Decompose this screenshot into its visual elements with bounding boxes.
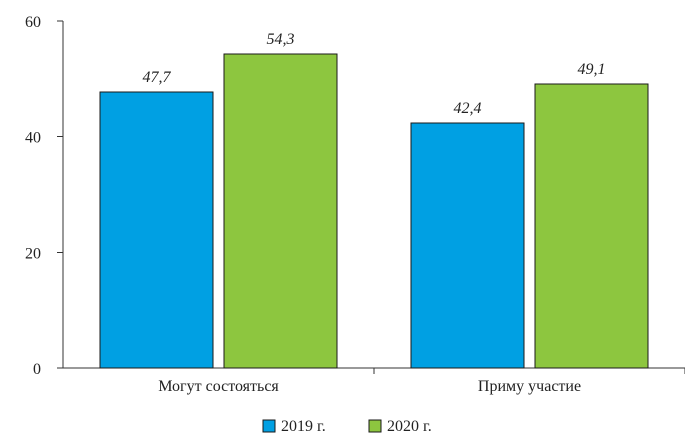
bar-series-1 bbox=[99, 91, 214, 369]
legend-swatch bbox=[262, 419, 276, 433]
bars bbox=[99, 53, 649, 369]
data-label: 54,3 bbox=[267, 31, 295, 48]
data-labels: 47,7 54,3 42,4 49,1 bbox=[143, 31, 606, 117]
legend-label: 2019 г. bbox=[281, 418, 326, 435]
y-axis: 0 20 40 60 bbox=[25, 14, 64, 378]
bar-series-1 bbox=[410, 122, 525, 369]
legend-swatch bbox=[368, 419, 382, 433]
x-tick-label: Могут состояться bbox=[158, 378, 279, 395]
y-tick-label: 60 bbox=[25, 14, 41, 31]
legend: 2019 г. 2020 г. bbox=[262, 418, 432, 435]
x-axis: Могут состояться Приму участие bbox=[63, 367, 685, 395]
data-label: 47,7 bbox=[143, 69, 172, 86]
y-tick-label: 0 bbox=[33, 361, 41, 378]
y-tick-label: 40 bbox=[25, 130, 41, 147]
data-label: 42,4 bbox=[454, 100, 482, 117]
bar-series-2 bbox=[223, 53, 338, 369]
data-label: 49,1 bbox=[578, 61, 606, 78]
legend-label: 2020 г. bbox=[387, 418, 432, 435]
y-tick-label: 20 bbox=[25, 245, 41, 262]
x-tick-label: Приму участие bbox=[478, 378, 581, 395]
bar-series-2 bbox=[534, 83, 649, 369]
